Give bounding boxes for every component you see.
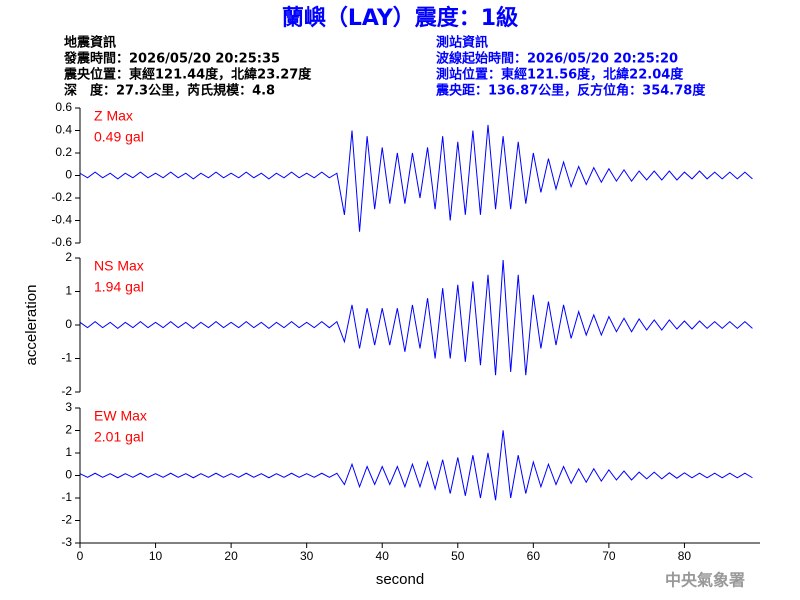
info: 測站位置：東經121.56度，北緯22.04度 bbox=[436, 67, 684, 83]
y-tick-label: -1 bbox=[61, 351, 72, 365]
y-tick-label: 1 bbox=[65, 284, 72, 298]
max-label: Z Max bbox=[94, 108, 133, 124]
y-tick-label: -3 bbox=[61, 535, 72, 549]
trace bbox=[79, 124, 753, 232]
y-tick-label: -2 bbox=[61, 384, 72, 398]
trace bbox=[79, 430, 753, 501]
y-axis-label: acceleration bbox=[23, 285, 40, 366]
y-tick-label: 1 bbox=[65, 445, 72, 459]
x-tick-label: 0 bbox=[77, 549, 84, 563]
x-tick-label: 20 bbox=[224, 549, 238, 563]
title: 蘭嶼（LAY）震度：1級 bbox=[282, 5, 518, 31]
max-value: 2.01 gal bbox=[94, 429, 144, 445]
info: 地震資訊 bbox=[64, 35, 116, 51]
y-tick-label: -0.6 bbox=[51, 235, 72, 249]
x-tick-label: 60 bbox=[527, 549, 541, 563]
x-tick-label: 10 bbox=[149, 549, 163, 563]
max-label: NS Max bbox=[94, 258, 144, 274]
x-axis-label: second bbox=[376, 571, 424, 588]
x-tick-label: 70 bbox=[602, 549, 616, 563]
info: 深 度：27.3公里，芮氏規模：4.8 bbox=[64, 83, 275, 99]
y-tick-label: 0.2 bbox=[55, 145, 72, 159]
info: 波線起始時間：2026/05/20 20:25:20 bbox=[436, 51, 678, 67]
x-tick-label: 30 bbox=[300, 549, 314, 563]
max-value: 1.94 gal bbox=[94, 279, 144, 295]
y-tick-label: 2 bbox=[65, 250, 72, 264]
trace bbox=[79, 259, 753, 376]
y-tick-label: -0.2 bbox=[51, 190, 72, 204]
y-tick-label: 3 bbox=[65, 400, 72, 414]
y-tick-label: -0.4 bbox=[51, 213, 72, 227]
info: 震央位置：東經121.44度，北緯23.27度 bbox=[63, 67, 312, 83]
y-tick-label: 0 bbox=[65, 168, 72, 182]
y-tick-label: -2 bbox=[61, 513, 72, 527]
y-tick-label: 0.6 bbox=[55, 100, 72, 114]
max-label: EW Max bbox=[94, 408, 147, 424]
x-tick-label: 80 bbox=[678, 549, 692, 563]
info: 震央距：136.87公里，反方位角：354.78度 bbox=[435, 83, 706, 99]
y-tick-label: 2 bbox=[65, 423, 72, 437]
y-tick-label: 0 bbox=[65, 317, 72, 331]
y-tick-label: -1 bbox=[61, 490, 72, 504]
info: 測站資訊 bbox=[436, 35, 488, 51]
watermark: 中央氣象署 bbox=[665, 571, 745, 590]
info: 發震時間：2026/05/20 20:25:35 bbox=[63, 51, 280, 67]
x-tick-label: 50 bbox=[451, 549, 465, 563]
max-value: 0.49 gal bbox=[94, 129, 144, 145]
y-tick-label: 0 bbox=[65, 468, 72, 482]
x-tick-label: 40 bbox=[376, 549, 390, 563]
y-tick-label: 0.4 bbox=[55, 123, 72, 137]
